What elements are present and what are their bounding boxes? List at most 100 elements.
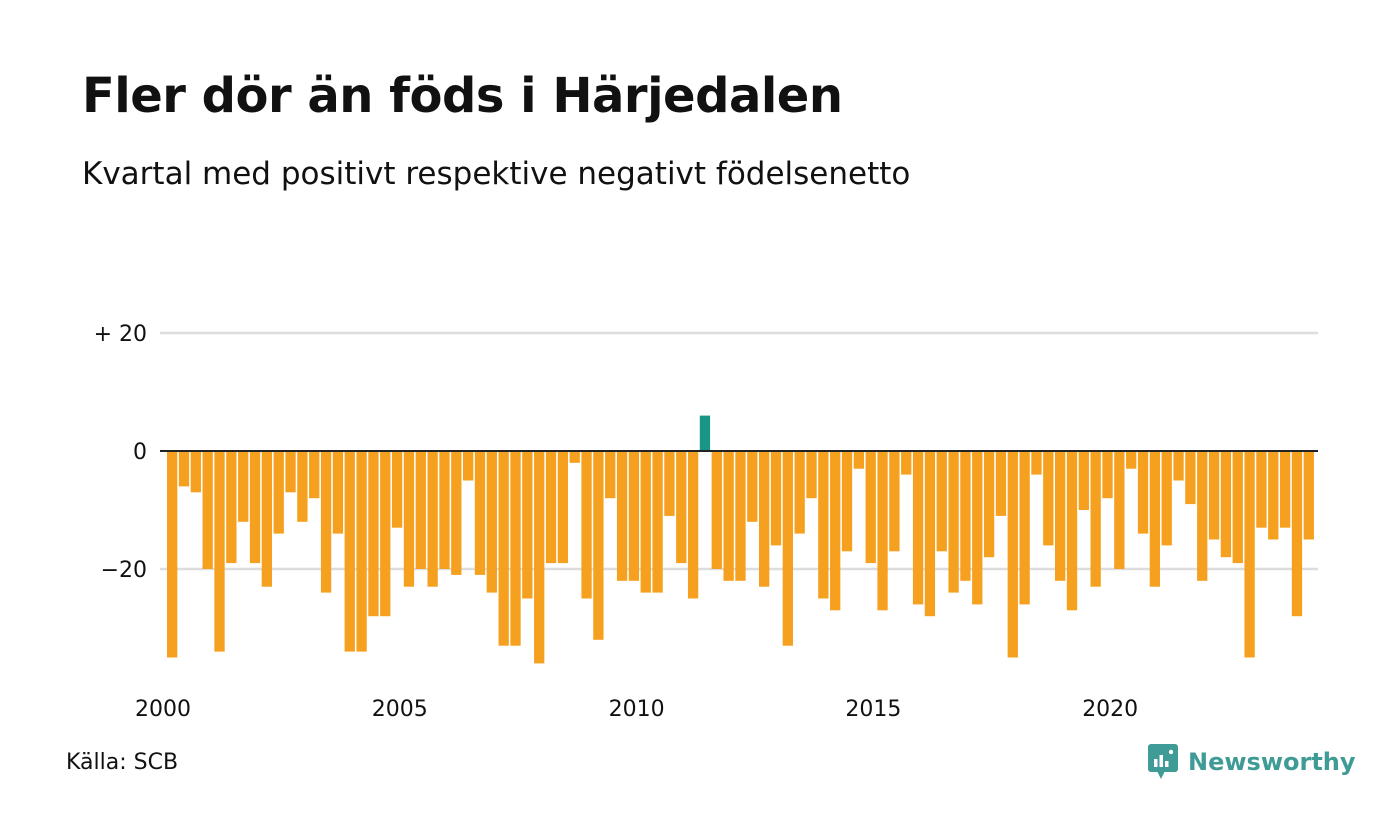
bar bbox=[1244, 451, 1255, 658]
bar bbox=[451, 451, 462, 575]
bar bbox=[427, 451, 438, 587]
bar bbox=[356, 451, 367, 652]
bar bbox=[687, 451, 699, 599]
x-tick-label: 2020 bbox=[1082, 697, 1138, 722]
bar bbox=[912, 451, 924, 605]
y-axis-labels: + 20 0 −20 bbox=[94, 322, 147, 583]
bar bbox=[1208, 451, 1220, 540]
bar bbox=[794, 451, 805, 534]
bar bbox=[1137, 451, 1149, 534]
bar bbox=[1232, 451, 1243, 564]
bar bbox=[901, 451, 912, 475]
bar bbox=[320, 451, 332, 593]
bar bbox=[759, 451, 770, 587]
bar bbox=[593, 451, 604, 640]
bar bbox=[1078, 451, 1089, 510]
x-tick-label: 2015 bbox=[845, 697, 901, 722]
bar bbox=[226, 451, 237, 564]
bar bbox=[877, 451, 888, 611]
bar bbox=[628, 451, 640, 581]
bar bbox=[344, 451, 355, 652]
bars bbox=[167, 415, 1314, 664]
bar bbox=[747, 451, 758, 522]
bar bbox=[581, 451, 592, 599]
y-tick-label: 0 bbox=[133, 440, 147, 465]
x-axis-labels: 2000 2005 2010 2015 2020 bbox=[135, 697, 1138, 722]
bar bbox=[1019, 451, 1030, 605]
bar bbox=[1197, 451, 1208, 581]
bar bbox=[261, 451, 273, 587]
bar bbox=[557, 451, 569, 564]
bar bbox=[782, 451, 793, 646]
brand-name: Newsworthy bbox=[1188, 748, 1356, 776]
bar bbox=[1102, 451, 1113, 499]
bar bbox=[1126, 451, 1137, 469]
bar bbox=[368, 451, 379, 617]
bar bbox=[391, 451, 403, 528]
y-tick-label: + 20 bbox=[94, 322, 147, 347]
chart-subtitle: Kvartal med positivt respektive negativt… bbox=[82, 156, 911, 192]
bar bbox=[1268, 451, 1279, 540]
bar bbox=[285, 451, 296, 493]
bar bbox=[960, 451, 971, 581]
bar bbox=[522, 451, 533, 599]
x-tick-label: 2000 bbox=[135, 697, 191, 722]
bar bbox=[605, 451, 616, 499]
bar bbox=[936, 451, 947, 552]
bar bbox=[1149, 451, 1161, 587]
bar bbox=[818, 451, 829, 599]
bar bbox=[569, 451, 580, 463]
bar bbox=[841, 451, 853, 552]
bar bbox=[1256, 451, 1267, 528]
bar bbox=[652, 451, 663, 593]
bar bbox=[178, 451, 190, 487]
bar bbox=[332, 451, 344, 534]
bar bbox=[616, 451, 628, 581]
bar bbox=[924, 451, 936, 617]
x-tick-label: 2010 bbox=[609, 697, 665, 722]
bar bbox=[699, 415, 711, 451]
bar bbox=[415, 451, 426, 569]
bar bbox=[214, 451, 225, 652]
bar bbox=[983, 451, 995, 558]
bar bbox=[534, 451, 545, 664]
bar bbox=[439, 451, 450, 569]
newsworthy-chart-bubble-icon bbox=[1148, 744, 1178, 779]
bar bbox=[403, 451, 415, 587]
bar bbox=[640, 451, 651, 593]
y-tick-label: −20 bbox=[101, 558, 147, 583]
bar bbox=[380, 451, 391, 617]
bar bbox=[1055, 451, 1066, 581]
bar bbox=[545, 451, 557, 564]
bar bbox=[510, 451, 521, 646]
bar bbox=[711, 451, 722, 569]
bar bbox=[1066, 451, 1078, 611]
bar bbox=[486, 451, 497, 593]
bar bbox=[463, 451, 474, 481]
bar bbox=[202, 451, 213, 569]
bar bbox=[1114, 451, 1125, 569]
bar bbox=[830, 451, 841, 611]
bar bbox=[309, 451, 320, 499]
bar bbox=[723, 451, 734, 581]
bar bbox=[865, 451, 876, 564]
bar bbox=[167, 451, 178, 658]
brand: Newsworthy bbox=[1148, 744, 1356, 780]
bar bbox=[1220, 451, 1232, 558]
bar bbox=[806, 451, 817, 499]
x-tick-label: 2005 bbox=[372, 697, 428, 722]
bar bbox=[238, 451, 249, 522]
bar bbox=[770, 451, 782, 546]
bar bbox=[664, 451, 675, 516]
bar bbox=[1279, 451, 1291, 528]
bar-chart: + 20 0 −20 2000 2005 2010 2015 2020 bbox=[94, 322, 1318, 722]
bar bbox=[889, 451, 900, 552]
chart-title: Fler dör än föds i Härjedalen bbox=[82, 68, 843, 124]
bar bbox=[1031, 451, 1042, 475]
bar bbox=[735, 451, 746, 581]
source-note: Källa: SCB bbox=[66, 750, 179, 775]
bar bbox=[676, 451, 687, 564]
bar bbox=[1161, 451, 1172, 546]
bar bbox=[948, 451, 959, 593]
bar bbox=[853, 451, 865, 469]
